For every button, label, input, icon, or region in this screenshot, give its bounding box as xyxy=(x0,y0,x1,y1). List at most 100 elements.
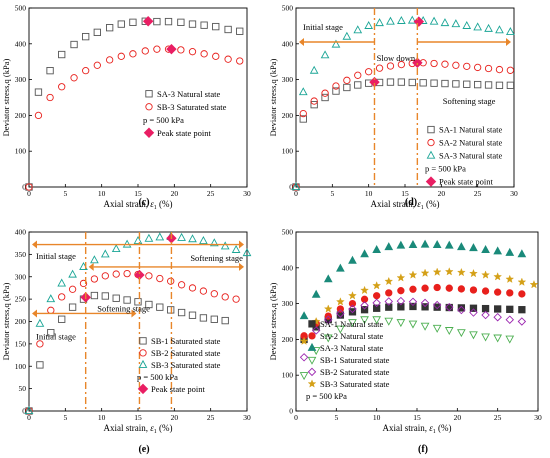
data-point xyxy=(343,76,351,84)
data-point xyxy=(145,300,153,309)
data-point xyxy=(354,81,362,89)
legend: SA-3 Natural state SB-3 Saturated state p … xyxy=(143,89,227,139)
data-point xyxy=(364,20,374,29)
x-tick-label: 20 xyxy=(438,189,446,198)
data-point xyxy=(82,67,90,75)
data-point xyxy=(117,20,125,28)
legend-label: SA-1 Natural state xyxy=(439,125,502,135)
legend-marker xyxy=(426,150,436,159)
data-point xyxy=(505,315,515,324)
data-point xyxy=(506,27,515,36)
y-tick-label: 0 xyxy=(289,407,293,416)
data-point xyxy=(47,306,55,314)
data-point xyxy=(375,18,384,27)
data-point xyxy=(156,274,164,283)
data-point xyxy=(413,16,425,27)
data-point xyxy=(462,20,472,29)
y-axis-label: Deviator stress,q (kPa) xyxy=(1,59,11,137)
data-point xyxy=(34,111,43,120)
data-point xyxy=(331,39,341,48)
data-point xyxy=(336,305,345,313)
x-tick-label: 0 xyxy=(27,413,31,422)
data-point xyxy=(90,275,99,283)
series-0 xyxy=(25,291,229,415)
data-point xyxy=(310,97,318,105)
data-point xyxy=(177,281,186,289)
data-point xyxy=(291,182,301,191)
series-2 xyxy=(142,16,177,55)
data-point xyxy=(432,300,442,310)
x-tick-label: 0 xyxy=(294,413,298,422)
arrow-head xyxy=(506,38,511,47)
data-point xyxy=(409,285,417,293)
data-point xyxy=(46,93,54,102)
x-tick-label: 25 xyxy=(474,189,482,198)
data-point xyxy=(506,305,514,313)
data-point xyxy=(320,50,330,59)
data-point xyxy=(200,50,208,58)
data-point xyxy=(36,340,44,348)
data-point xyxy=(142,16,154,27)
data-point xyxy=(232,295,240,303)
data-point xyxy=(457,304,466,312)
y-tick-label: 0 xyxy=(289,183,293,192)
y-tick-label: 300 xyxy=(15,75,27,84)
data-point xyxy=(177,308,186,317)
legend-marker xyxy=(308,320,316,328)
data-point xyxy=(360,316,369,325)
x-tick-label: 30 xyxy=(243,413,251,422)
data-point xyxy=(112,294,120,302)
data-point xyxy=(360,249,369,258)
y-axis-label: Deviator stress,q (kPa) xyxy=(268,283,278,361)
data-point xyxy=(484,23,493,32)
data-point xyxy=(311,326,321,335)
legend-label: SA-1 Natural state xyxy=(320,319,383,329)
data-point xyxy=(372,244,382,253)
data-point xyxy=(397,303,405,311)
x-tick-label: 30 xyxy=(243,189,251,198)
legend-label: SB-2 Saturated state xyxy=(151,348,221,358)
data-point xyxy=(430,79,438,87)
legend-label: SB-2 Saturated state xyxy=(320,367,390,377)
y-tick-label: 250 xyxy=(15,295,27,304)
data-point xyxy=(360,285,369,295)
data-point xyxy=(506,81,515,89)
data-point xyxy=(360,301,369,310)
data-point xyxy=(25,183,33,191)
series-1 xyxy=(25,45,244,191)
data-point xyxy=(457,267,466,277)
data-point xyxy=(93,61,101,69)
data-point xyxy=(68,303,77,311)
data-point xyxy=(298,87,308,96)
data-point xyxy=(495,81,504,89)
data-point xyxy=(495,65,504,74)
data-point xyxy=(469,308,478,317)
x-tick-label: 10 xyxy=(98,413,106,422)
series-1 xyxy=(25,269,240,415)
legend-label: Peak state point xyxy=(439,177,493,187)
x-tick-label: 20 xyxy=(171,413,179,422)
x-tick-label: 15 xyxy=(134,413,142,422)
legend-label: SB-3 Saturated state xyxy=(151,360,221,370)
data-point xyxy=(117,52,125,60)
y-tick-label: 300 xyxy=(282,75,294,84)
data-point xyxy=(70,74,78,82)
data-point xyxy=(46,66,54,75)
y-tick-label: 500 xyxy=(282,4,294,13)
data-point xyxy=(463,62,471,71)
data-point xyxy=(321,89,329,97)
series-4 xyxy=(299,296,527,362)
arrow-head xyxy=(32,309,37,318)
legend-marker xyxy=(137,383,149,395)
panel-label: (e) xyxy=(138,444,149,455)
data-point xyxy=(153,17,161,26)
y-axis-label: Deviator stress,q (kPa) xyxy=(1,283,11,361)
legend-label: Peak state point xyxy=(151,384,205,394)
arrow-head xyxy=(32,240,37,249)
y-tick-label: 200 xyxy=(15,317,27,326)
legend-label: SA-3 Natural state xyxy=(157,89,220,99)
data-point xyxy=(420,298,430,308)
data-point xyxy=(517,317,527,326)
data-point xyxy=(167,277,175,285)
y-tick-label: 100 xyxy=(282,371,294,380)
